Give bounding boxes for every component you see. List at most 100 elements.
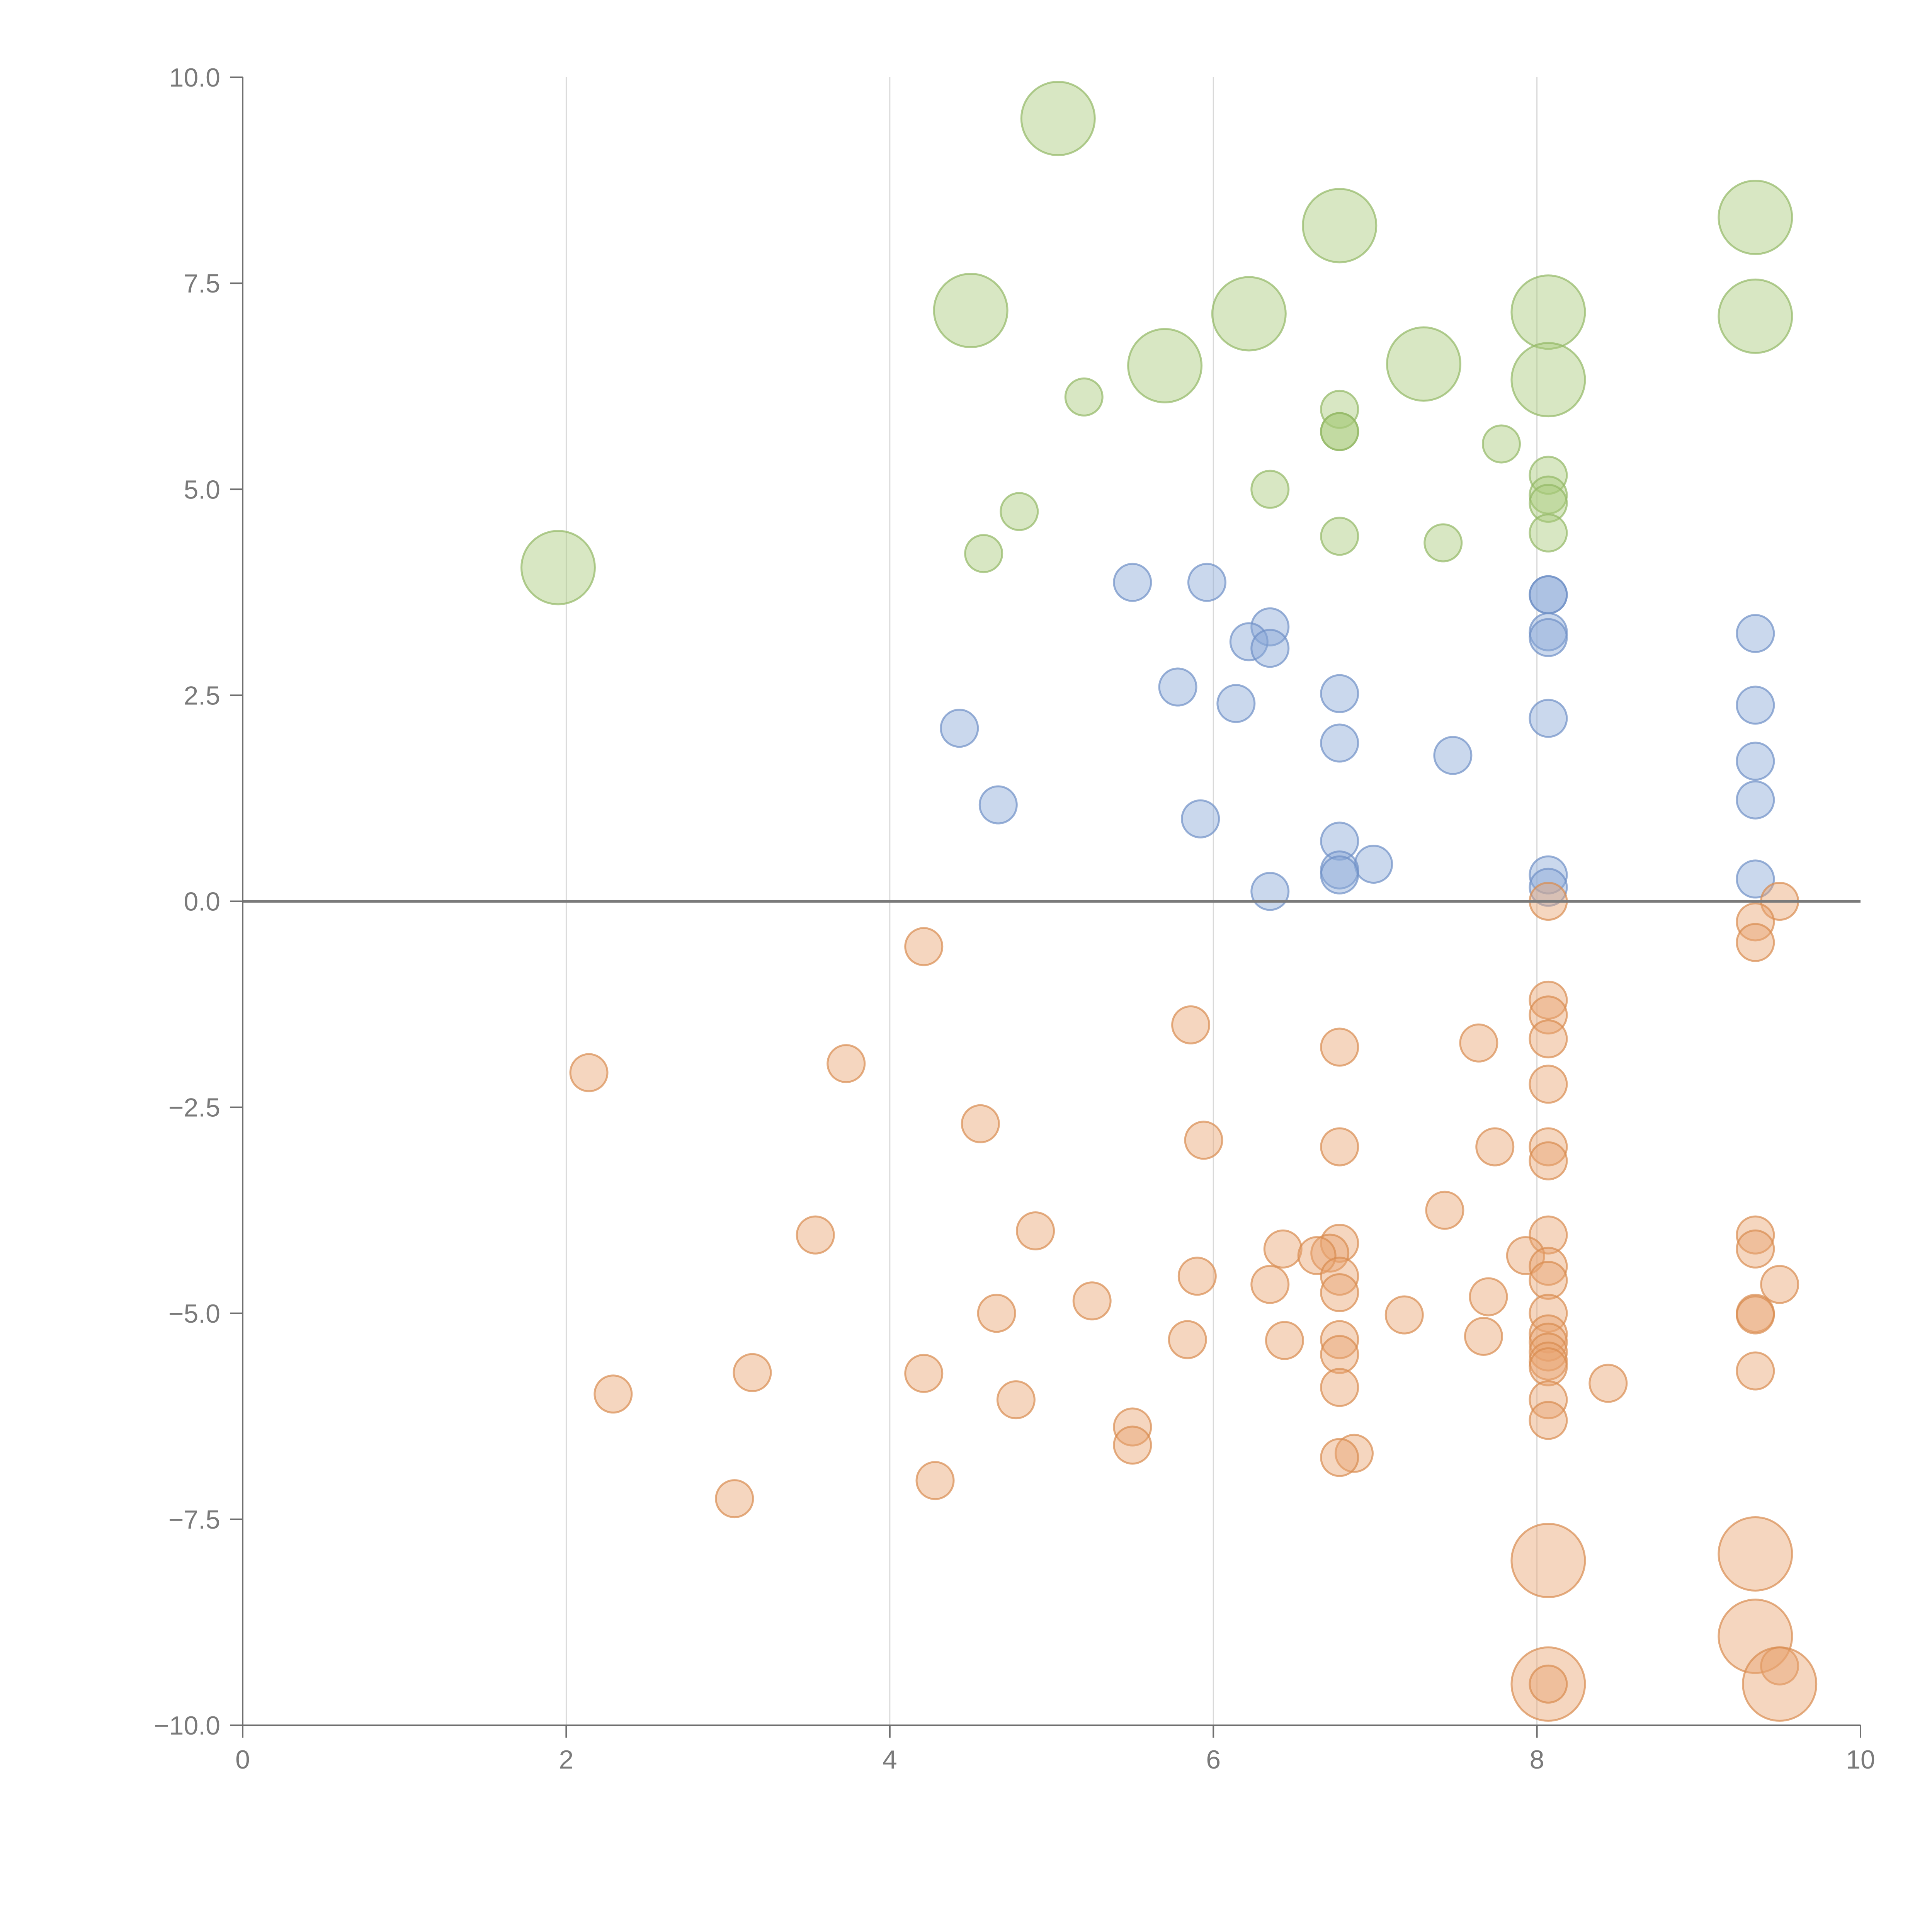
green-data-point[interactable]: [1481, 424, 1521, 464]
orange-data-point[interactable]: [1529, 1294, 1568, 1333]
green-data-point[interactable]: [1020, 81, 1096, 156]
blue-data-point[interactable]: [1187, 563, 1226, 602]
blue-data-point[interactable]: [1320, 821, 1359, 861]
orange-data-point[interactable]: [827, 1044, 866, 1083]
green-data-point[interactable]: [520, 530, 596, 605]
orange-data-point[interactable]: [1588, 1364, 1628, 1403]
blue-data-point[interactable]: [1250, 607, 1290, 646]
orange-data-point[interactable]: [1171, 1005, 1211, 1044]
blue-data-point[interactable]: [1529, 575, 1568, 614]
orange-data-point[interactable]: [1529, 1065, 1568, 1104]
orange-data-point[interactable]: [1529, 995, 1568, 1035]
green-data-point[interactable]: [1529, 456, 1568, 495]
green-data-point[interactable]: [1000, 492, 1039, 531]
orange-data-point[interactable]: [1320, 1273, 1359, 1312]
orange-data-point[interactable]: [1510, 1523, 1586, 1598]
orange-data-point[interactable]: [1736, 1215, 1775, 1255]
orange-data-point[interactable]: [1529, 1664, 1568, 1704]
orange-data-point[interactable]: [733, 1353, 772, 1392]
orange-data-point[interactable]: [1760, 1265, 1799, 1304]
orange-data-point[interactable]: [1529, 1332, 1568, 1372]
orange-data-point[interactable]: [977, 1294, 1016, 1333]
blue-data-point[interactable]: [940, 709, 979, 748]
orange-data-point[interactable]: [915, 1461, 955, 1500]
orange-data-point[interactable]: [1113, 1425, 1152, 1465]
orange-data-point[interactable]: [1529, 1141, 1568, 1180]
orange-data-point[interactable]: [1464, 1316, 1503, 1356]
orange-data-point[interactable]: [1529, 1401, 1568, 1440]
orange-data-point[interactable]: [1250, 1265, 1290, 1304]
green-data-point[interactable]: [933, 272, 1009, 348]
orange-data-point[interactable]: [1320, 1257, 1359, 1296]
orange-data-point[interactable]: [1736, 1351, 1775, 1391]
orange-data-point[interactable]: [1334, 1434, 1374, 1473]
orange-data-point[interactable]: [1529, 1127, 1568, 1167]
blue-data-point[interactable]: [1250, 629, 1290, 668]
orange-data-point[interactable]: [1510, 1646, 1586, 1722]
orange-data-point[interactable]: [1320, 1027, 1359, 1067]
orange-data-point[interactable]: [1320, 1438, 1359, 1477]
blue-data-point[interactable]: [1216, 684, 1256, 723]
blue-data-point[interactable]: [1736, 685, 1775, 725]
orange-data-point[interactable]: [594, 1374, 633, 1414]
blue-data-point[interactable]: [1354, 845, 1393, 884]
orange-data-point[interactable]: [1529, 980, 1568, 1020]
blue-data-point[interactable]: [1736, 780, 1775, 820]
orange-data-point[interactable]: [1459, 1023, 1498, 1063]
orange-data-point[interactable]: [1072, 1281, 1112, 1321]
green-data-point[interactable]: [964, 534, 1003, 573]
green-data-point[interactable]: [1250, 469, 1290, 509]
blue-data-point[interactable]: [1433, 736, 1473, 775]
blue-data-point[interactable]: [1529, 699, 1568, 738]
blue-data-point[interactable]: [1529, 618, 1568, 657]
orange-data-point[interactable]: [1469, 1277, 1508, 1316]
orange-data-point[interactable]: [961, 1104, 1000, 1143]
orange-data-point[interactable]: [1736, 923, 1775, 962]
orange-data-point[interactable]: [1529, 1019, 1568, 1059]
green-data-point[interactable]: [1320, 517, 1359, 556]
green-data-point[interactable]: [1510, 274, 1586, 350]
green-data-point[interactable]: [1718, 180, 1793, 255]
blue-data-point[interactable]: [1320, 674, 1359, 713]
green-data-point[interactable]: [1320, 389, 1359, 429]
orange-data-point[interactable]: [996, 1380, 1036, 1420]
blue-data-point[interactable]: [1529, 867, 1568, 907]
orange-data-point[interactable]: [1384, 1295, 1424, 1335]
orange-data-point[interactable]: [1310, 1233, 1350, 1273]
green-data-point[interactable]: [1510, 342, 1586, 418]
orange-data-point[interactable]: [904, 1354, 944, 1393]
orange-data-point[interactable]: [1168, 1320, 1207, 1359]
green-data-point[interactable]: [1423, 523, 1463, 563]
orange-data-point[interactable]: [904, 927, 944, 966]
green-data-point[interactable]: [1718, 278, 1793, 354]
blue-data-point[interactable]: [1736, 742, 1775, 781]
green-data-point[interactable]: [1211, 276, 1287, 352]
orange-data-point[interactable]: [1263, 1229, 1303, 1269]
orange-data-point[interactable]: [1320, 1127, 1359, 1167]
orange-data-point[interactable]: [1529, 1380, 1568, 1420]
blue-data-point[interactable]: [1320, 723, 1359, 763]
green-data-point[interactable]: [1529, 513, 1568, 553]
orange-data-point[interactable]: [1177, 1257, 1217, 1296]
orange-data-point[interactable]: [1529, 1260, 1568, 1300]
green-data-point[interactable]: [1064, 377, 1104, 417]
orange-data-point[interactable]: [1320, 1368, 1359, 1407]
green-data-point[interactable]: [1127, 328, 1203, 403]
blue-data-point[interactable]: [1229, 622, 1269, 662]
orange-data-point[interactable]: [796, 1215, 835, 1255]
orange-data-point[interactable]: [1529, 1347, 1568, 1386]
blue-data-point[interactable]: [1113, 563, 1152, 602]
orange-data-point[interactable]: [715, 1479, 754, 1519]
orange-data-point[interactable]: [1297, 1236, 1337, 1275]
orange-data-point[interactable]: [1718, 1599, 1793, 1674]
orange-data-point[interactable]: [1506, 1236, 1545, 1275]
orange-data-point[interactable]: [1529, 1215, 1568, 1255]
blue-data-point[interactable]: [1250, 872, 1290, 911]
blue-data-point[interactable]: [1181, 799, 1220, 838]
green-data-point[interactable]: [1386, 326, 1462, 402]
orange-data-point[interactable]: [1320, 1335, 1359, 1374]
green-data-point[interactable]: [1302, 188, 1378, 264]
orange-data-point[interactable]: [1184, 1121, 1223, 1160]
blue-data-point[interactable]: [978, 785, 1018, 825]
blue-data-point[interactable]: [1320, 855, 1359, 895]
